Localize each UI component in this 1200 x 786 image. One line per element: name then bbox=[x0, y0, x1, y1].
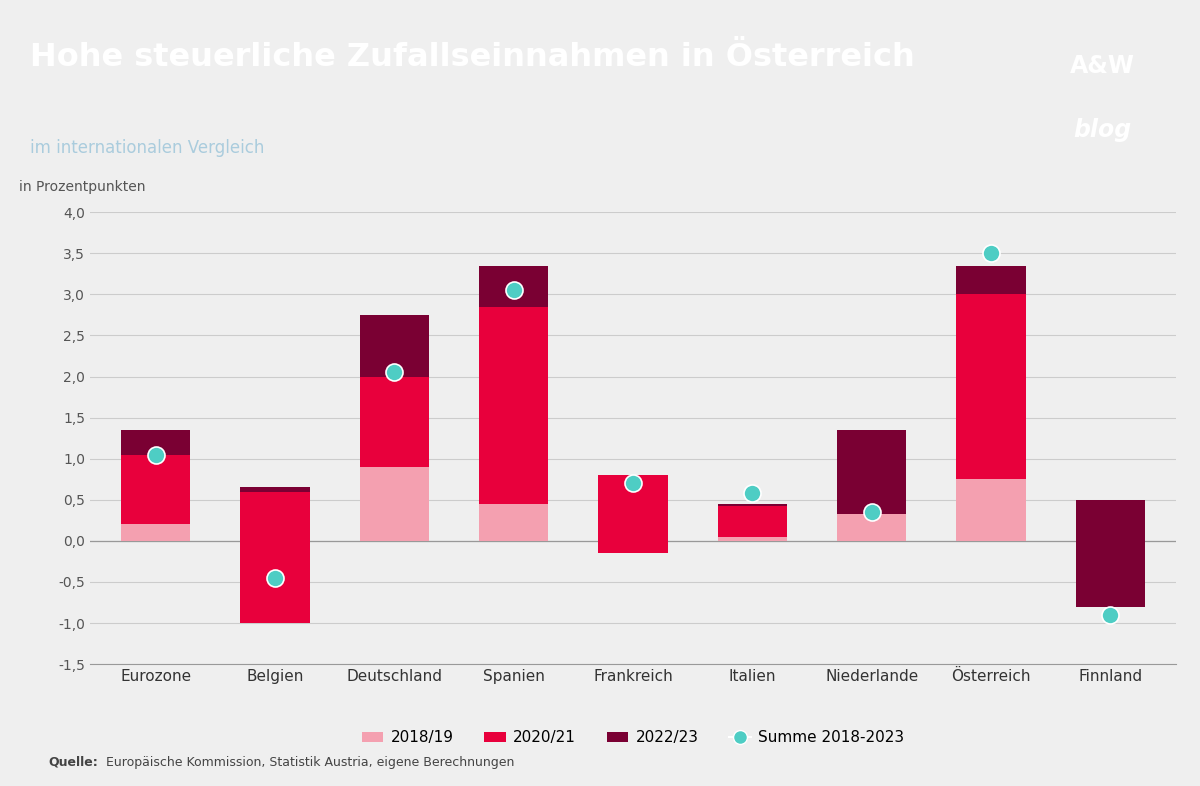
Bar bbox=[838, 479, 906, 541]
Bar bbox=[1075, 500, 1145, 607]
Bar bbox=[1075, 500, 1145, 574]
Bar bbox=[360, 315, 428, 467]
Bar bbox=[718, 504, 787, 505]
Legend: 2018/19, 2020/21, 2022/23, Summe 2018-2023: 2018/19, 2020/21, 2022/23, Summe 2018-20… bbox=[355, 724, 911, 751]
Point bbox=[982, 247, 1001, 259]
Bar bbox=[838, 430, 906, 479]
Bar bbox=[240, 487, 310, 491]
Bar bbox=[599, 541, 667, 553]
Bar bbox=[956, 479, 1026, 541]
Bar bbox=[240, 541, 310, 623]
Bar bbox=[121, 430, 191, 524]
Text: Quelle:: Quelle: bbox=[48, 755, 97, 769]
Point bbox=[1100, 608, 1120, 621]
Text: Hohe steuerliche Zufallseinnahmen in Österreich: Hohe steuerliche Zufallseinnahmen in Öst… bbox=[30, 42, 914, 73]
Bar bbox=[479, 504, 548, 541]
Bar bbox=[718, 537, 787, 541]
Bar bbox=[360, 467, 428, 541]
Bar bbox=[360, 315, 428, 376]
Point bbox=[146, 448, 166, 461]
Text: in Prozentpunkten: in Prozentpunkten bbox=[19, 180, 146, 194]
Text: Europäische Kommission, Statistik Austria, eigene Berechnungen: Europäische Kommission, Statistik Austri… bbox=[106, 755, 514, 769]
Point bbox=[862, 506, 881, 519]
Text: im internationalen Vergleich: im internationalen Vergleich bbox=[30, 139, 264, 157]
Bar bbox=[479, 266, 548, 307]
Bar bbox=[1075, 541, 1145, 574]
Bar bbox=[479, 266, 548, 504]
Bar bbox=[121, 430, 191, 454]
Bar bbox=[240, 491, 310, 623]
Point bbox=[624, 477, 643, 490]
Bar bbox=[956, 266, 1026, 295]
Text: A&W: A&W bbox=[1070, 54, 1135, 78]
Bar bbox=[956, 295, 1026, 479]
Point bbox=[504, 284, 523, 296]
Bar bbox=[838, 430, 906, 514]
Point bbox=[265, 571, 284, 584]
Bar bbox=[718, 504, 787, 537]
Text: blog: blog bbox=[1074, 119, 1132, 142]
Point bbox=[385, 366, 404, 379]
Bar bbox=[121, 524, 191, 541]
Point bbox=[743, 487, 762, 500]
Bar bbox=[599, 476, 667, 553]
